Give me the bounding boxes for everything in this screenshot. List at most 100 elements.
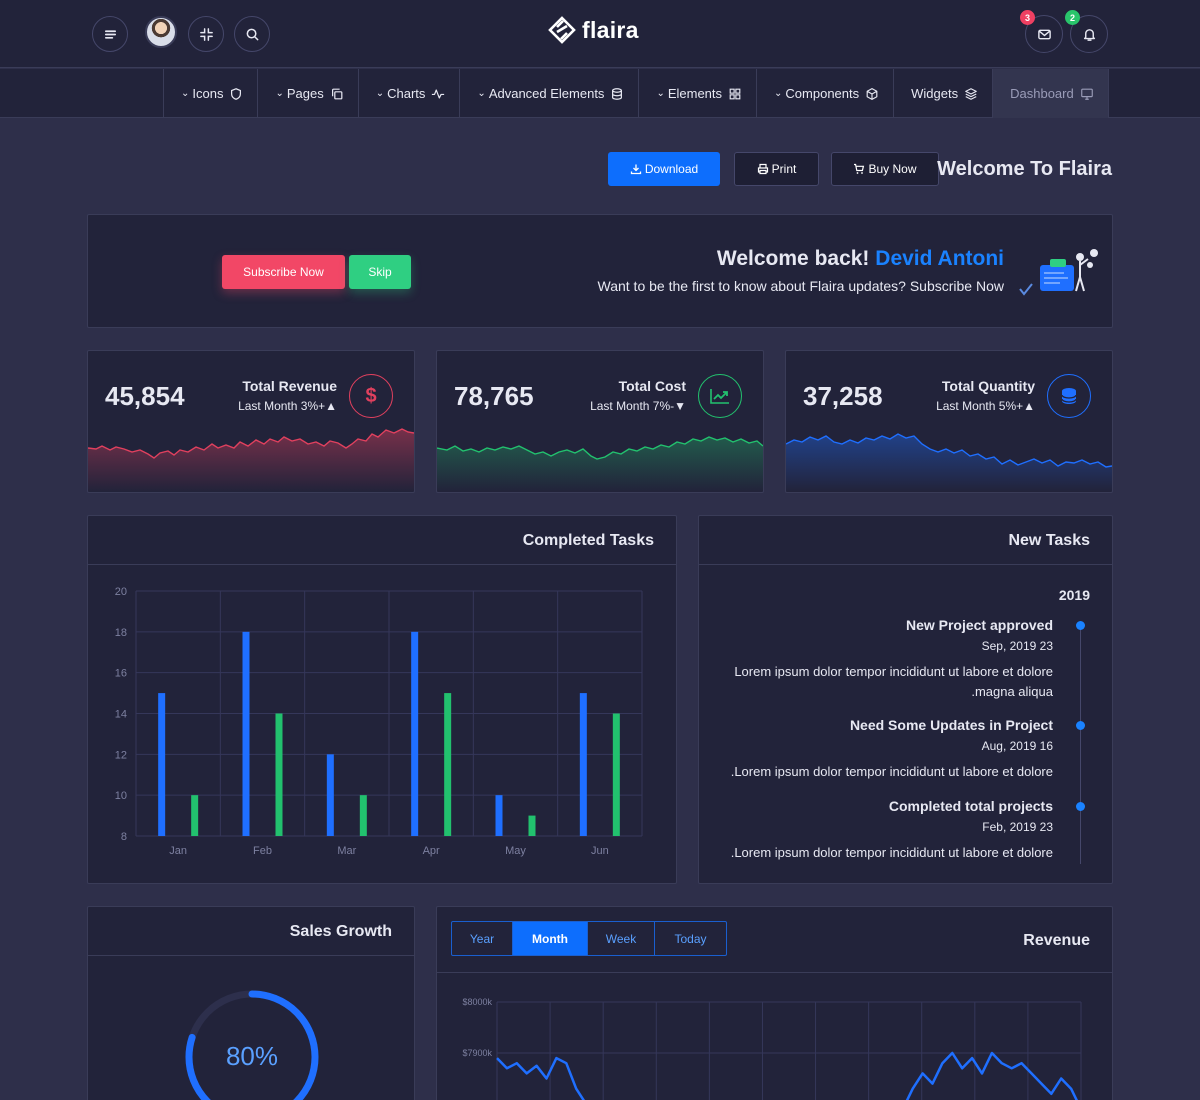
- bar-green: [359, 795, 367, 836]
- messages-badge: 3: [1020, 10, 1035, 25]
- stat-card-quantity: 37,258 Total Quantity Last Month 5%+▲: [785, 350, 1113, 493]
- dollar-icon: $: [349, 374, 393, 418]
- bar-blue: [579, 693, 587, 836]
- subscribe-now-button[interactable]: Subscribe Now: [222, 255, 345, 289]
- task-date: Aug, 2019 16: [981, 739, 1053, 753]
- task-title: Need Some Updates in Project: [849, 717, 1053, 733]
- y-tick-label: 14: [115, 709, 127, 721]
- sales-growth-panel: Sales Growth 80%: [87, 906, 415, 1100]
- nav-item-dashboard[interactable]: Dashboard: [992, 69, 1109, 118]
- brand-logo[interactable]: flaira: [548, 16, 639, 44]
- stat-value: 78,765: [454, 381, 534, 411]
- greeting-text: Welcome back!: [716, 247, 870, 270]
- messages-button[interactable]: 3: [1020, 10, 1063, 53]
- divider: [699, 564, 1112, 565]
- print-button[interactable]: Print: [734, 152, 819, 186]
- bell-icon: [1083, 28, 1095, 41]
- bar-blue: [158, 693, 166, 836]
- x-tick-label: Feb: [253, 845, 272, 857]
- bar-green: [275, 713, 283, 836]
- nav-item-label: Advanced Elements: [488, 86, 605, 101]
- nav-item-label: Dashboard: [1010, 86, 1074, 101]
- notifications-button[interactable]: 2: [1065, 10, 1108, 53]
- trending-up-icon: [698, 374, 742, 418]
- buy-now-label: Buy Now: [868, 162, 917, 176]
- task-description: .Lorem ipsum dolor tempor incididunt ut …: [730, 764, 1053, 779]
- shield-icon: [231, 87, 242, 100]
- y-tick-label: 18: [115, 627, 127, 639]
- grid-icon: [729, 88, 741, 99]
- avatar[interactable]: [145, 16, 177, 48]
- task-description: Lorem ipsum dolor tempor incididunt ut l…: [734, 664, 1053, 699]
- nav-item-components[interactable]: ⌄ Components: [756, 69, 893, 118]
- nav-item-widgets[interactable]: Widgets: [893, 69, 992, 118]
- timeline-year: 2019: [1058, 587, 1090, 603]
- tab-week[interactable]: Week: [588, 922, 655, 955]
- task-title: New Project approved: [905, 617, 1053, 633]
- stat-label: Total Quantity: [941, 378, 1035, 394]
- nav-item-pages[interactable]: ⌄ Pages: [257, 69, 357, 118]
- nav-item-icons[interactable]: ⌄ Icons: [163, 69, 257, 118]
- gauge-progress-arc: [185, 990, 319, 1100]
- revenue-sparkline: [88, 428, 414, 492]
- cart-icon: [854, 163, 865, 174]
- y-tick-label: 12: [115, 749, 127, 761]
- download-button[interactable]: Download: [608, 152, 720, 186]
- welcome-banner: Subscribe Now Skip Welcome back! Devid A…: [87, 214, 1113, 328]
- task-date: Sep, 2019 23: [981, 639, 1053, 653]
- print-label: Print: [771, 162, 797, 176]
- notifications-badge: 2: [1065, 10, 1080, 25]
- chevron-down-icon: ⌄: [375, 88, 385, 99]
- nav-item-label: Icons: [192, 86, 224, 101]
- y-tick-label: 20: [115, 586, 127, 598]
- skip-button[interactable]: Skip: [349, 255, 411, 289]
- divider: [88, 955, 414, 956]
- stat-card-cost: 78,765 Total Cost Last Month 7%-▼: [436, 350, 764, 493]
- timeline-dot: [1076, 802, 1085, 811]
- copy-icon: [331, 88, 343, 99]
- panel-title: New Tasks: [1008, 532, 1090, 549]
- menu-toggle-button[interactable]: [92, 16, 128, 52]
- tab-month[interactable]: Month: [513, 922, 588, 955]
- y-tick-label: $8000k: [462, 997, 492, 1007]
- welcome-illustration-icon: [1019, 249, 1098, 296]
- task-date: Feb, 2019 23: [982, 820, 1053, 834]
- brand-name: flaira: [582, 16, 639, 43]
- nav-item-charts[interactable]: ⌄ Charts: [357, 69, 460, 118]
- y-tick-label: 16: [115, 668, 127, 680]
- y-tick-label: 8: [121, 831, 127, 843]
- download-icon: [630, 164, 641, 175]
- stat-value: 37,258: [803, 381, 883, 411]
- printer-icon: [757, 163, 768, 175]
- bar-blue: [326, 754, 334, 836]
- bar-blue: [495, 795, 503, 836]
- task-description: .Lorem ipsum dolor tempor incididunt ut …: [730, 845, 1053, 860]
- nav-item-label: Pages: [286, 86, 324, 101]
- x-tick-label: Jan: [169, 845, 187, 857]
- fullscreen-button[interactable]: [188, 16, 224, 52]
- growth-percent: 80%: [225, 1041, 279, 1071]
- tab-year[interactable]: Year: [452, 922, 513, 955]
- x-tick-label: May: [505, 845, 526, 857]
- download-label: Download: [644, 162, 699, 176]
- chevron-down-icon: ⌄: [181, 88, 190, 99]
- nav-item-elements[interactable]: ⌄ Elements: [638, 69, 756, 118]
- completed-tasks-chart: 8 10 12 14 16 18 20 Jan Feb Mar Apr May Jun: [115, 586, 643, 857]
- panel-title: Completed Tasks: [522, 532, 654, 549]
- cost-sparkline: [437, 436, 763, 492]
- nav-item-advanced-elements[interactable]: ⌄ Advanced Elements: [459, 69, 638, 118]
- revenue-chart: $8000k $7900k: [462, 997, 1082, 1100]
- monitor-icon: [1080, 88, 1093, 100]
- timeline-dot: [1076, 621, 1085, 630]
- buy-now-button[interactable]: Buy Now: [831, 152, 939, 186]
- search-button[interactable]: [234, 16, 270, 52]
- tab-today[interactable]: Today: [674, 931, 707, 946]
- bar-green: [444, 693, 452, 836]
- coins-icon: [1047, 374, 1091, 418]
- divider: [88, 564, 676, 565]
- bar-green: [191, 795, 199, 836]
- stat-card-revenue: 45,854 Total Revenue Last Month 3%+▲ $: [87, 350, 415, 493]
- chevron-down-icon: ⌄: [275, 88, 284, 99]
- sales-growth-gauge: [185, 990, 319, 1100]
- period-tabs: Year Month Week Today: [451, 921, 727, 956]
